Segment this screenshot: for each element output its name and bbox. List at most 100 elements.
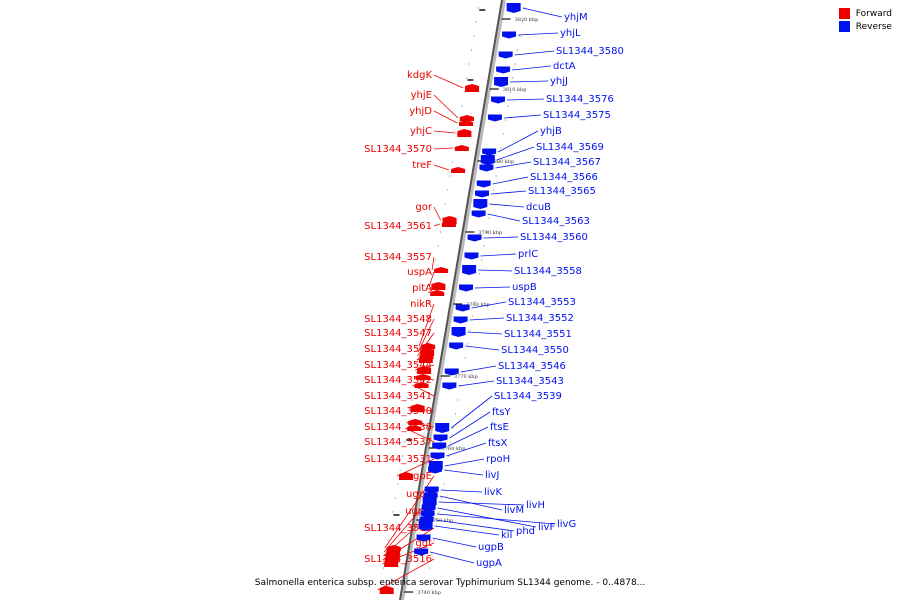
forward-gene-feature[interactable] xyxy=(418,357,433,363)
reverse-gene-label[interactable]: ftsX xyxy=(488,438,507,449)
forward-gene-label[interactable]: gor xyxy=(415,202,432,213)
forward-gene-label[interactable]: kdgK xyxy=(407,70,432,81)
forward-gene-feature[interactable] xyxy=(430,290,445,296)
forward-gene-feature[interactable] xyxy=(410,404,425,412)
reverse-gene-label[interactable]: ugpA xyxy=(476,558,502,569)
forward-gene-feature[interactable] xyxy=(451,167,466,173)
reverse-gene-label[interactable]: yhjB xyxy=(540,126,562,137)
forward-gene-label[interactable]: ugpQ xyxy=(405,506,432,517)
forward-gene-label[interactable]: SL1344_3545 xyxy=(364,344,432,355)
forward-gene-label[interactable]: SL1344_3540 xyxy=(364,406,432,417)
reverse-gene-label[interactable]: SL1344_3550 xyxy=(501,345,569,356)
reverse-gene-feature[interactable] xyxy=(479,164,494,172)
forward-gene-label[interactable]: uspA xyxy=(407,267,432,278)
reverse-gene-label[interactable]: SL1344_3551 xyxy=(504,329,572,340)
forward-gene-feature[interactable] xyxy=(384,561,399,567)
forward-gene-label[interactable]: ggt xyxy=(415,538,432,549)
reverse-gene-label[interactable]: yhjL xyxy=(560,28,581,39)
reverse-gene-feature[interactable] xyxy=(459,284,474,292)
reverse-gene-label[interactable]: SL1344_3560 xyxy=(520,232,588,243)
reverse-gene-feature[interactable] xyxy=(433,434,448,442)
reverse-gene-label[interactable]: SL1344_3558 xyxy=(514,266,582,277)
reverse-gene-feature[interactable] xyxy=(480,155,495,165)
forward-gene-label[interactable]: ugpE xyxy=(407,471,432,482)
reverse-gene-feature[interactable] xyxy=(498,51,513,59)
forward-gene-label[interactable]: SL1344_3516 xyxy=(364,554,432,565)
reverse-gene-feature[interactable] xyxy=(482,148,497,156)
reverse-gene-feature[interactable] xyxy=(432,442,447,450)
reverse-gene-label[interactable]: SL1344_3563 xyxy=(522,216,590,227)
legend-reverse[interactable]: Reverse xyxy=(838,21,892,32)
forward-gene-label[interactable]: SL1344_3561 xyxy=(364,221,432,232)
forward-gene-label[interactable]: SL1344_3541 xyxy=(364,391,432,402)
reverse-gene-label[interactable]: SL1344_3553 xyxy=(508,297,576,308)
reverse-gene-label[interactable]: SL1344_3546 xyxy=(498,361,566,372)
forward-gene-feature[interactable] xyxy=(419,353,434,359)
forward-gene-label[interactable]: yhjC xyxy=(410,126,432,137)
reverse-gene-label[interactable]: dctA xyxy=(553,61,576,72)
forward-gene-feature[interactable] xyxy=(431,282,446,290)
reverse-gene-label[interactable]: SL1344_3552 xyxy=(506,313,574,324)
reverse-gene-label[interactable]: prlC xyxy=(518,249,538,260)
forward-gene-feature[interactable] xyxy=(465,84,480,92)
reverse-gene-feature[interactable] xyxy=(442,382,457,390)
forward-gene-label[interactable]: yhjD xyxy=(409,106,432,117)
reverse-gene-feature[interactable] xyxy=(414,548,429,556)
forward-gene-feature[interactable] xyxy=(457,129,472,137)
forward-gene-label[interactable]: pitA xyxy=(412,283,432,294)
forward-gene-label[interactable]: SL1344_3537 xyxy=(364,437,432,448)
reverse-gene-feature[interactable] xyxy=(428,466,443,474)
forward-gene-label[interactable]: SL1344_3544 xyxy=(364,360,432,371)
reverse-gene-label[interactable]: ftsY xyxy=(492,407,511,418)
reverse-gene-feature[interactable] xyxy=(475,190,490,198)
reverse-gene-feature[interactable] xyxy=(476,180,491,188)
reverse-gene-label[interactable]: SL1344_3565 xyxy=(528,186,596,197)
reverse-gene-feature[interactable] xyxy=(473,199,488,209)
reverse-gene-feature[interactable] xyxy=(455,304,470,312)
reverse-gene-feature[interactable] xyxy=(467,234,482,242)
reverse-gene-label[interactable]: livM xyxy=(504,505,524,516)
forward-gene-label[interactable]: SL1344_3531 xyxy=(364,454,432,465)
reverse-gene-label[interactable]: livG xyxy=(557,519,576,530)
reverse-gene-label[interactable]: SL1344_3576 xyxy=(546,94,614,105)
forward-gene-feature[interactable] xyxy=(415,374,430,380)
reverse-gene-label[interactable]: ftsE xyxy=(490,422,509,433)
reverse-gene-feature[interactable] xyxy=(430,452,445,460)
reverse-gene-feature[interactable] xyxy=(424,486,439,494)
reverse-gene-feature[interactable] xyxy=(418,521,433,531)
reverse-gene-label[interactable]: SL1344_3580 xyxy=(556,46,624,57)
reverse-gene-label[interactable]: SL1344_3543 xyxy=(496,376,564,387)
forward-gene-label[interactable]: SL1344_3518 xyxy=(364,523,432,534)
reverse-gene-label[interactable]: uspB xyxy=(512,282,537,293)
forward-gene-feature[interactable] xyxy=(408,419,423,425)
reverse-gene-label[interactable]: yhjM xyxy=(564,12,588,23)
forward-gene-label[interactable]: SL1344_3547 xyxy=(364,328,432,339)
reverse-gene-feature[interactable] xyxy=(506,3,521,13)
forward-gene-label[interactable]: nikR xyxy=(410,299,432,310)
forward-gene-feature[interactable] xyxy=(407,425,422,431)
reverse-gene-feature[interactable] xyxy=(491,96,505,104)
forward-gene-feature[interactable] xyxy=(441,221,456,227)
reverse-gene-label[interactable]: SL1344_3567 xyxy=(533,157,601,168)
reverse-gene-feature[interactable] xyxy=(435,423,450,433)
forward-gene-feature[interactable] xyxy=(459,120,474,126)
forward-gene-label[interactable]: SL1344_3542 xyxy=(364,375,432,386)
forward-gene-feature[interactable] xyxy=(454,145,469,151)
forward-gene-feature[interactable] xyxy=(379,586,394,594)
forward-gene-feature[interactable] xyxy=(421,343,436,349)
reverse-gene-label[interactable]: livJ xyxy=(485,470,499,481)
reverse-gene-label[interactable]: rpoH xyxy=(486,454,510,465)
reverse-gene-feature[interactable] xyxy=(451,327,466,337)
forward-gene-label[interactable]: SL1344_3548 xyxy=(364,314,432,325)
reverse-gene-feature[interactable] xyxy=(496,66,511,74)
forward-gene-label[interactable]: SL1344_3538 xyxy=(364,422,432,433)
forward-gene-feature[interactable] xyxy=(399,472,414,480)
reverse-gene-label[interactable]: livH xyxy=(526,500,545,511)
reverse-gene-label[interactable]: yhjJ xyxy=(550,76,568,87)
legend-forward[interactable]: Forward xyxy=(838,8,892,19)
reverse-gene-label[interactable]: kil xyxy=(501,530,512,541)
reverse-gene-label[interactable]: SL1344_3539 xyxy=(494,391,562,402)
reverse-gene-feature[interactable] xyxy=(464,252,479,260)
reverse-gene-label[interactable]: livF xyxy=(538,522,555,533)
forward-gene-feature[interactable] xyxy=(459,115,474,121)
